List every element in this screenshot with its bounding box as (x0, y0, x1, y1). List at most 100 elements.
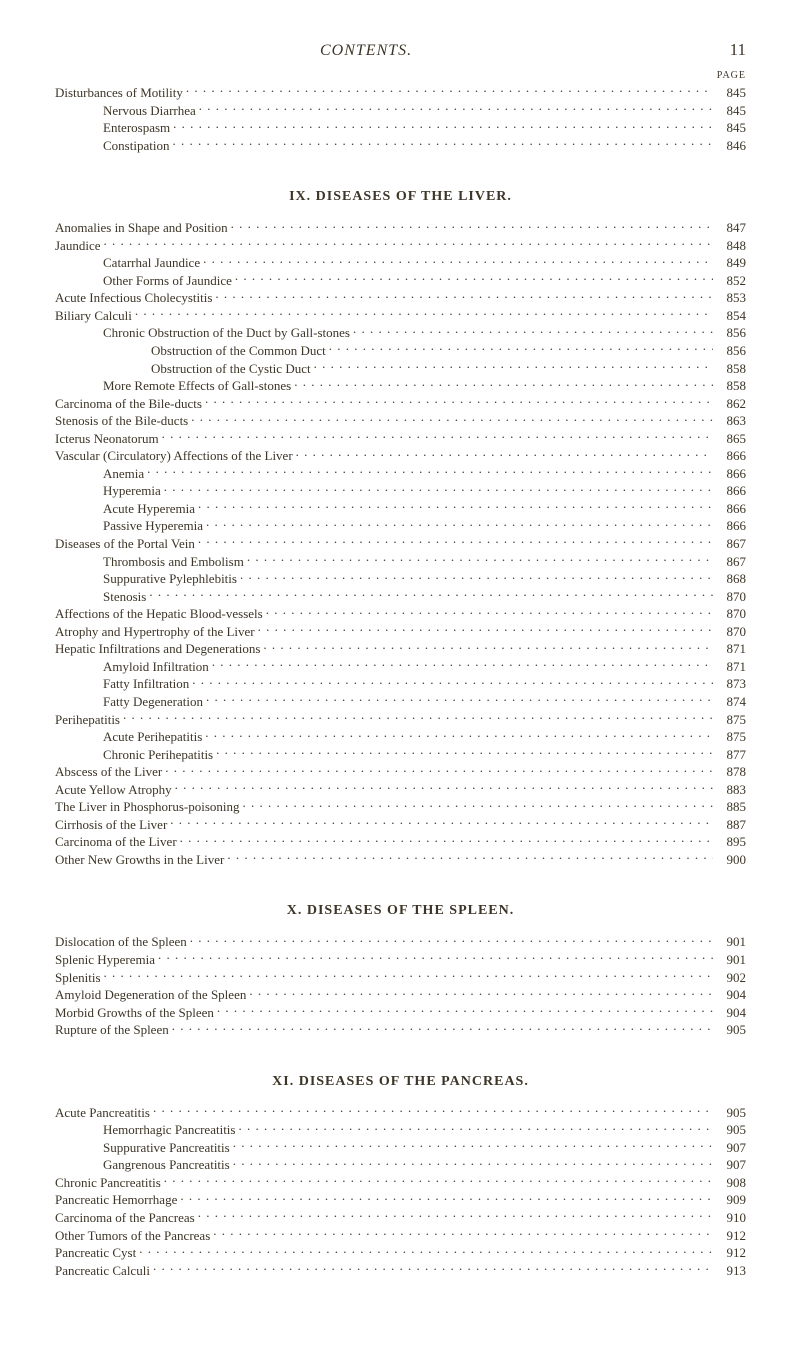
section-heading: X. DISEASES OF THE SPLEEN. (55, 903, 746, 919)
toc-label: Suppurative Pylephlebitis (103, 570, 237, 588)
toc-page-number: 913 (716, 1262, 746, 1280)
toc-dots (164, 482, 713, 495)
toc-page-number: 875 (716, 728, 746, 746)
toc-label: Splenic Hyperemia (55, 951, 155, 969)
toc-page-number: 867 (716, 535, 746, 553)
toc-label: Other New Growths in the Liver (55, 851, 224, 869)
toc-line: Amyloid Infiltration871 (55, 658, 746, 676)
toc-line: Acute Hyperemia866 (55, 500, 746, 518)
toc-dots (294, 377, 713, 390)
toc-dots (263, 640, 713, 653)
toc-line: The Liver in Phosphorus-poisoning885 (55, 798, 746, 816)
toc-page-number: 901 (716, 933, 746, 951)
toc-line: Splenitis902 (55, 969, 746, 987)
toc-dots (233, 1156, 713, 1169)
toc-line: Acute Perihepatitis 875 (55, 728, 746, 746)
toc-label: Anemia (103, 465, 144, 483)
toc-line: Biliary Calculi854 (55, 307, 746, 325)
toc-label: Acute Hyperemia (103, 500, 195, 518)
header-page-number: 11 (730, 40, 746, 60)
toc-dots (103, 237, 713, 250)
toc-page-number: 908 (716, 1174, 746, 1192)
toc-line: Other Tumors of the Pancreas912 (55, 1227, 746, 1245)
toc-page-number: 862 (716, 395, 746, 413)
toc-page-number: 866 (716, 482, 746, 500)
toc-line: Suppurative Pancreatitis907 (55, 1139, 746, 1157)
toc-dots (249, 986, 713, 999)
toc-page-number: 905 (716, 1021, 746, 1039)
toc-page-number: 856 (716, 324, 746, 342)
toc-dots (233, 1139, 713, 1152)
toc-page-number: 907 (716, 1156, 746, 1174)
toc-dots (235, 272, 713, 285)
toc-label: Morbid Growths of the Spleen (55, 1004, 214, 1022)
contents-title: CONTENTS. (320, 42, 412, 60)
toc-page-number: 866 (716, 465, 746, 483)
toc-label: Constipation (103, 137, 169, 155)
toc-label: Carcinoma of the Pancreas (55, 1209, 195, 1227)
toc-line: Chronic Obstruction of the Duct by Gall-… (55, 324, 746, 342)
toc-label: Acute Perihepatitis (103, 728, 202, 746)
toc-page-number: 900 (716, 851, 746, 869)
toc-label: Enterospasm (103, 119, 170, 137)
toc-page-number: 883 (716, 781, 746, 799)
toc-dots (240, 570, 713, 583)
toc-dots (186, 84, 713, 97)
toc-dots (217, 1004, 713, 1017)
toc-line: Dislocation of the Spleen901 (55, 933, 746, 951)
toc-dots (216, 746, 713, 759)
toc-line: Acute Infectious Cholecystitis853 (55, 289, 746, 307)
toc-line: Atrophy and Hypertrophy of the Liver870 (55, 623, 746, 641)
toc-line: Hyperemia866 (55, 482, 746, 500)
toc-line: Pancreatic Hemorrhage909 (55, 1191, 746, 1209)
toc-dots (227, 851, 713, 864)
toc-dots (215, 289, 713, 302)
toc-dots (123, 711, 713, 724)
toc-label: Stenosis of the Bile-ducts (55, 412, 188, 430)
toc-label: The Liver in Phosphorus-poisoning (55, 798, 240, 816)
toc-dots (199, 102, 713, 115)
toc-label: Obstruction of the Cystic Duct (151, 360, 311, 378)
toc-label: Amyloid Infiltration (103, 658, 209, 676)
toc-label: Hepatic Infiltrations and Degenerations (55, 640, 260, 658)
toc-line: Diseases of the Portal Vein867 (55, 535, 746, 553)
toc-line: Nervous Diarrhea845 (55, 102, 746, 120)
toc-page-number: 878 (716, 763, 746, 781)
toc-dots (191, 412, 713, 425)
toc-page-number: 912 (716, 1227, 746, 1245)
toc-line: Stenosis of the Bile-ducts863 (55, 412, 746, 430)
toc-label: Atrophy and Hypertrophy of the Liver (55, 623, 255, 641)
toc-dots (162, 430, 713, 443)
toc-label: Cirrhosis of the Liver (55, 816, 167, 834)
toc-dots (205, 395, 713, 408)
toc-line: Stenosis870 (55, 588, 746, 606)
toc-page-number: 905 (716, 1104, 746, 1122)
toc-line: Obstruction of the Cystic Duct858 (55, 360, 746, 378)
toc-label: Thrombosis and Embolism (103, 553, 244, 571)
sections-container: IX. DISEASES OF THE LIVER.Anomalies in S… (55, 189, 746, 1279)
toc-label: Hemorrhagic Pancreatitis (103, 1121, 235, 1139)
toc-page-number: 870 (716, 605, 746, 623)
toc-dots (172, 1021, 713, 1034)
toc-line: Pancreatic Calculi913 (55, 1262, 746, 1280)
toc-dots (213, 1227, 713, 1240)
toc-line: Pancreatic Cyst912 (55, 1244, 746, 1262)
toc-line: Other Forms of Jaundice852 (55, 272, 746, 290)
toc-page-number: 848 (716, 237, 746, 255)
toc-dots (203, 254, 713, 267)
section-heading: XI. DISEASES OF THE PANCREAS. (55, 1074, 746, 1090)
toc-page-number: 895 (716, 833, 746, 851)
toc-dots (247, 553, 713, 566)
toc-dots (206, 693, 713, 706)
toc-dots (147, 465, 713, 478)
toc-line: Morbid Growths of the Spleen904 (55, 1004, 746, 1022)
toc-line: Anomalies in Shape and Position847 (55, 219, 746, 237)
toc-page-number: 852 (716, 272, 746, 290)
toc-label: Rupture of the Spleen (55, 1021, 169, 1039)
toc-page-number: 845 (716, 102, 746, 120)
toc-label: Perihepatitis (55, 711, 120, 729)
toc-line: Perihepatitis875 (55, 711, 746, 729)
toc-label: Chronic Perihepatitis (103, 746, 213, 764)
toc-line: Anemia 866 (55, 465, 746, 483)
toc-dots (206, 517, 713, 530)
